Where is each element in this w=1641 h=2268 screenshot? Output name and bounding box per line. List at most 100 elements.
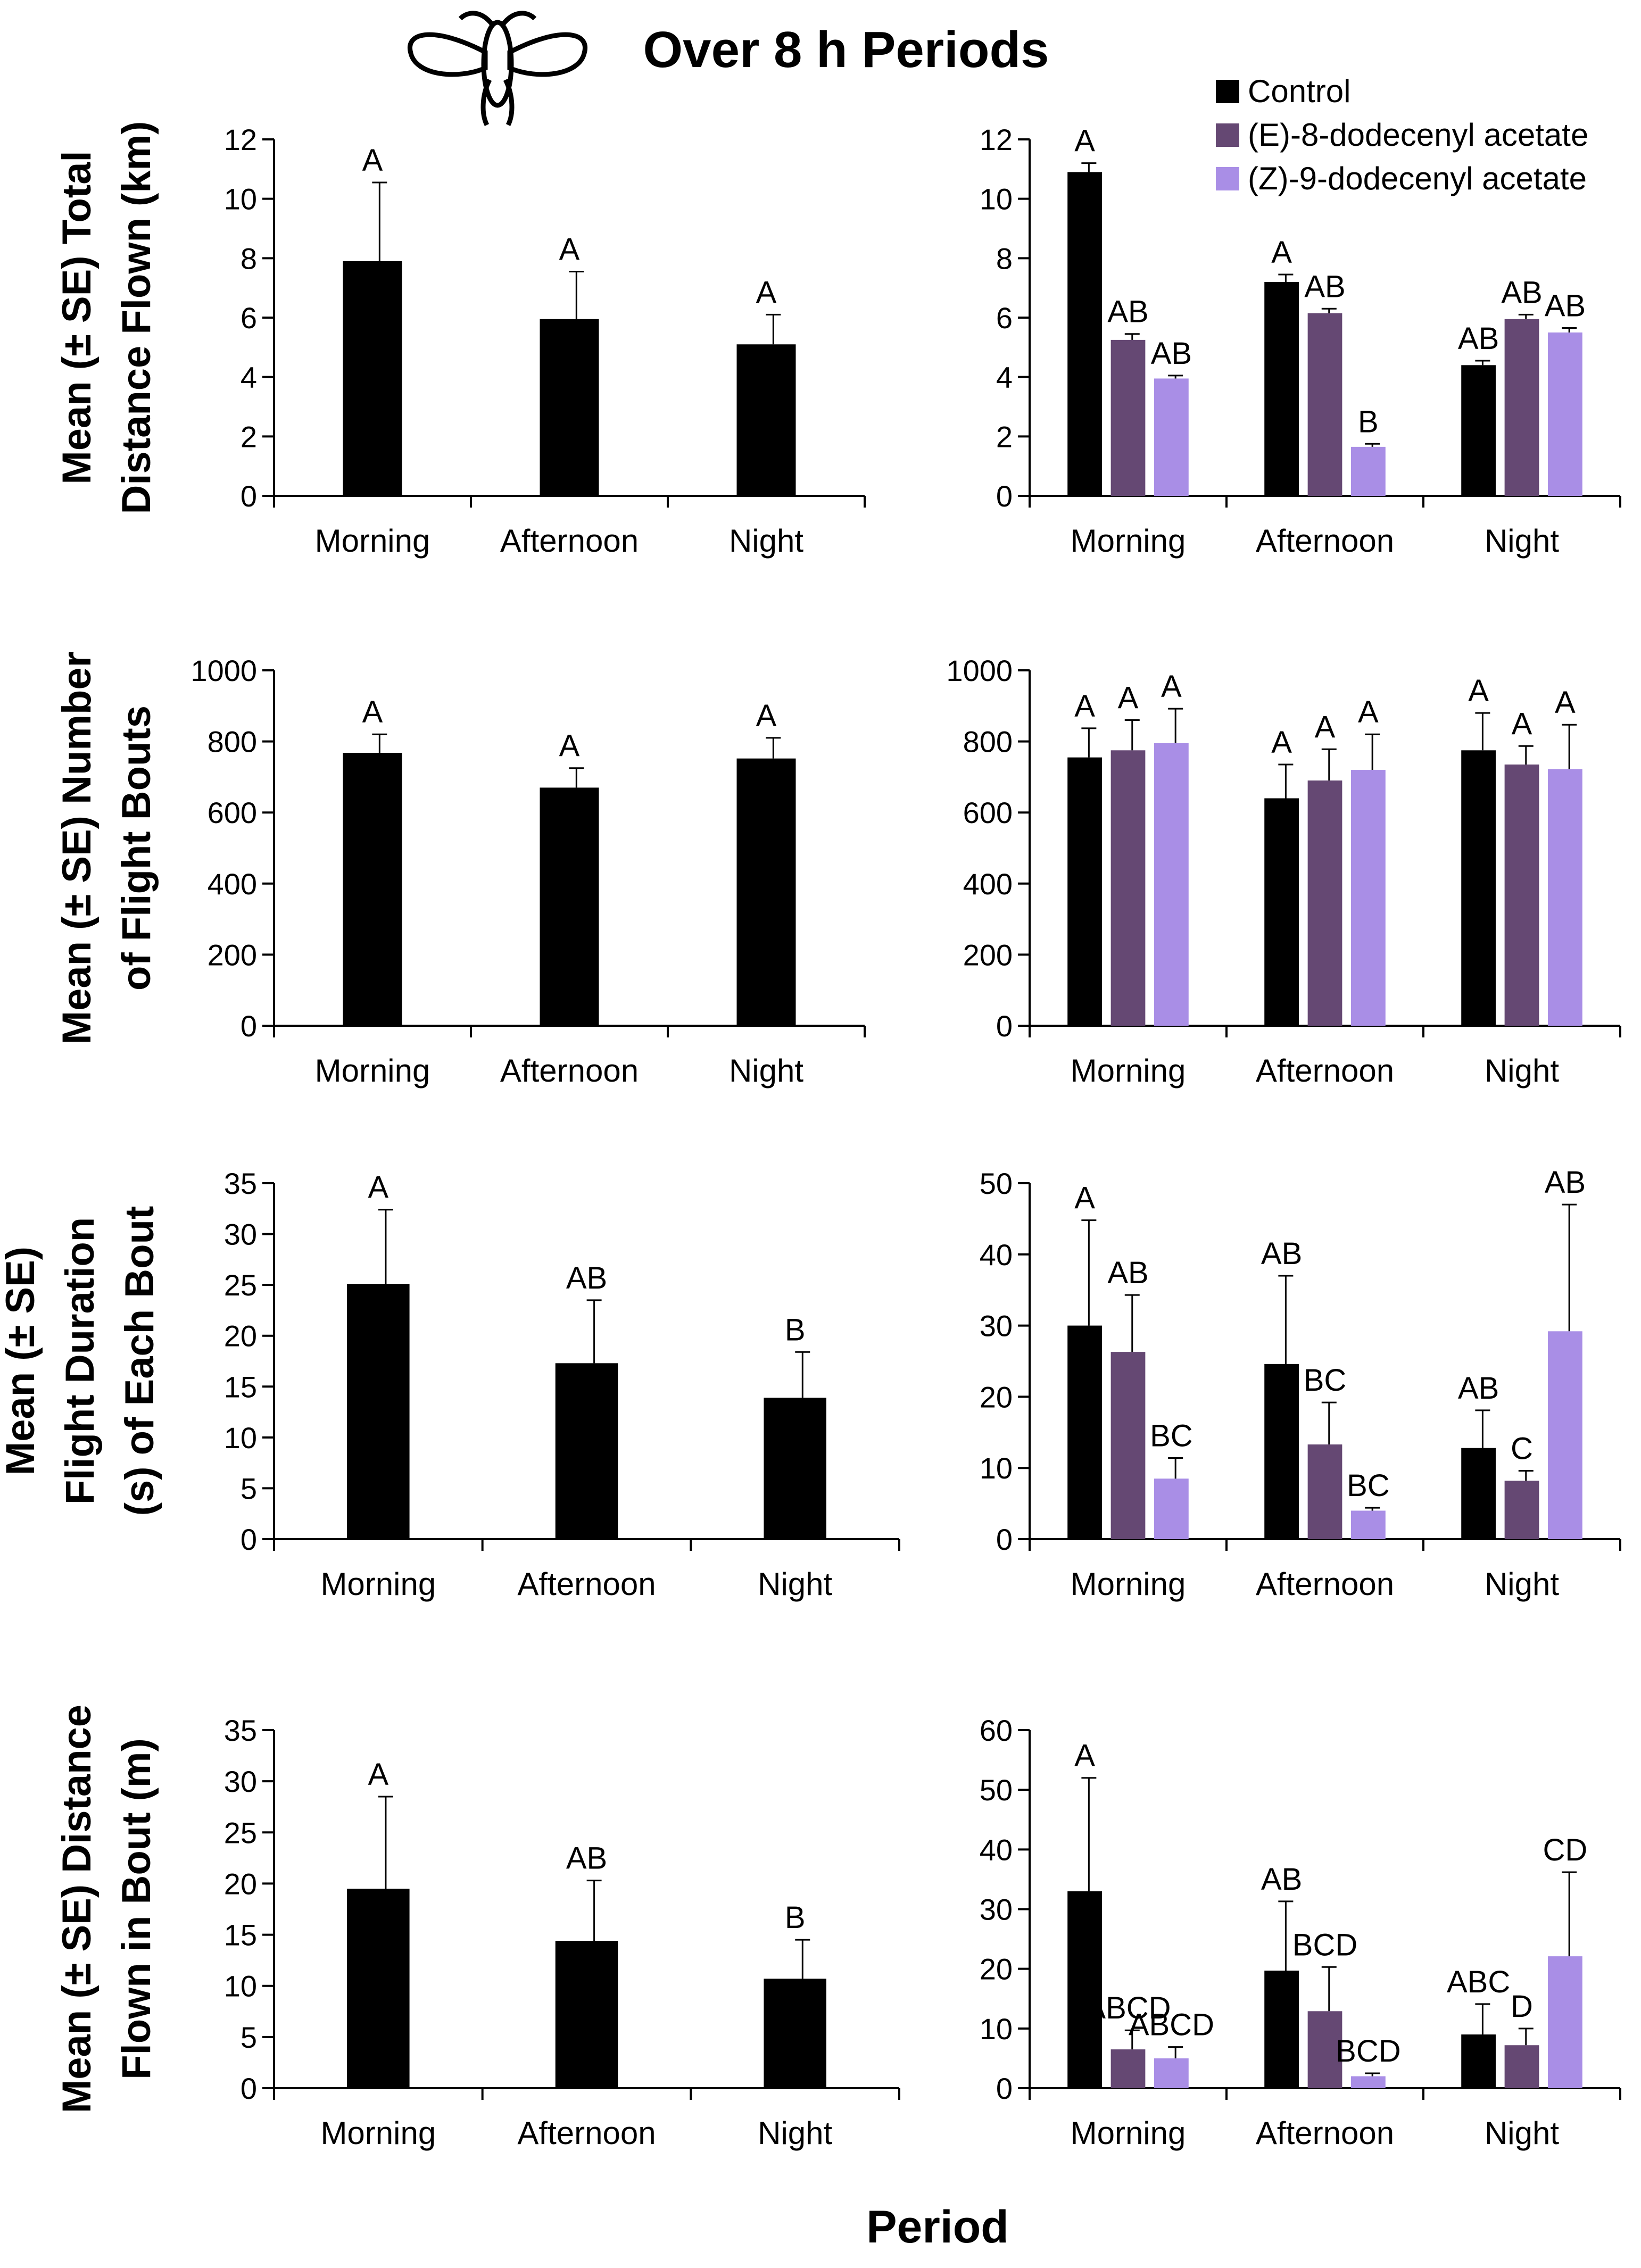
y-tick-label: 6 xyxy=(996,301,1013,335)
y-tick-label: 4 xyxy=(996,361,1013,394)
bar xyxy=(555,1363,618,1539)
significance-letter: AB xyxy=(566,1261,607,1295)
bar xyxy=(1548,1331,1582,1539)
bar xyxy=(1067,1325,1102,1539)
significance-letter: A xyxy=(756,275,777,310)
bar xyxy=(1307,780,1342,1026)
significance-letter: AB xyxy=(1501,275,1542,310)
significance-letter: BCD xyxy=(1336,2034,1400,2068)
y-tick-label: 4 xyxy=(241,361,257,394)
y-tick-label: 50 xyxy=(980,1167,1013,1200)
y-tick-label: 12 xyxy=(980,123,1013,156)
y-tick-label: 600 xyxy=(208,796,257,829)
significance-letter: A xyxy=(1271,725,1292,760)
legend-label-e8: (E)-8-dodecenyl acetate xyxy=(1248,117,1588,153)
y-tick-label: 600 xyxy=(963,796,1013,829)
significance-letter: BC xyxy=(1304,1363,1347,1398)
y-axis-label: Mean (± SE) Total Distance Flown (km) xyxy=(54,121,159,514)
y-tick-label: 800 xyxy=(208,725,257,759)
y-tick-label: 20 xyxy=(224,1867,257,1900)
y-tick-label: 20 xyxy=(980,1380,1013,1414)
legend-label-control: Control xyxy=(1248,73,1350,109)
y-axis-label-line: (s) of Each Bout xyxy=(117,1206,162,1516)
significance-letter: A xyxy=(1358,695,1379,729)
chart-bout-duration-treat: 0 10 20 30 40 50 Morning Afternoon Night A AB AB AB B… xyxy=(980,1165,1621,1602)
y-tick-label: 2 xyxy=(241,420,257,453)
y-axis-label-line: Mean (± SE) Distance xyxy=(54,1705,100,2113)
bar xyxy=(1504,319,1539,496)
bar xyxy=(1110,750,1146,1026)
x-tick-label: Night xyxy=(729,1053,803,1089)
y-axis-label: Mean (± SE) Flight Duration (s) of Each Bo… xyxy=(0,1206,162,1516)
y-tick-label: 30 xyxy=(980,1309,1013,1343)
significance-letter: AB xyxy=(1261,1236,1302,1271)
bar xyxy=(1067,1891,1102,2088)
significance-letter: AB xyxy=(1304,269,1345,304)
y-tick-label: 1000 xyxy=(190,654,257,687)
bar xyxy=(764,1398,826,1539)
chart-bout-distance: 0 5 10 15 20 25 30 35 Morning Afternoon Night A AB B M… xyxy=(54,1705,900,2151)
significance-letter: A xyxy=(1074,689,1095,724)
significance-letter: A xyxy=(1074,124,1095,159)
y-tick-label: 400 xyxy=(963,867,1013,901)
bar xyxy=(1504,765,1539,1026)
significance-letter: BCD xyxy=(1292,1928,1357,1962)
x-tick-label: Afternoon xyxy=(1256,2115,1394,2151)
significance-letter: A xyxy=(1468,674,1489,708)
significance-letter: B xyxy=(1358,404,1379,439)
y-axis-label-line: of Flight Bouts xyxy=(114,705,159,991)
bar xyxy=(1067,172,1102,496)
chart-bout-duration: 0 5 10 15 20 25 30 35 Morning Afternoon Night A AB B M… xyxy=(0,1167,900,1602)
y-tick-label: 10 xyxy=(980,182,1013,216)
y-axis-label-line: Flight Duration xyxy=(57,1217,103,1505)
y-tick-label: 25 xyxy=(224,1816,257,1849)
x-tick-label: Morning xyxy=(1071,2115,1186,2151)
chart-flight-bouts: 0 200 400 600 800 1000 Morning Afternoon Night A A… xyxy=(54,652,866,1089)
y-tick-label: 15 xyxy=(224,1918,257,1952)
significance-letter: A xyxy=(1118,681,1139,716)
significance-letter: A xyxy=(362,143,383,178)
significance-letter: A xyxy=(1315,710,1336,744)
significance-letter: A xyxy=(1512,707,1532,741)
x-tick-label: Night xyxy=(1485,523,1559,559)
bar xyxy=(1110,2049,1146,2088)
significance-letter: A xyxy=(1161,669,1182,704)
x-tick-label: Night xyxy=(1485,1566,1559,1602)
significance-letter: ABCD xyxy=(1129,2008,1214,2042)
chart-distance-total: 0 2 4 6 8 10 12 Morning Afternoon Night A A A Mean (±… xyxy=(54,121,866,559)
y-tick-label: 0 xyxy=(996,1523,1013,1556)
bar xyxy=(1110,1352,1146,1539)
significance-letter: AB xyxy=(1458,1371,1499,1406)
y-tick-label: 0 xyxy=(241,1523,257,1556)
significance-letter: BC xyxy=(1150,1418,1193,1453)
x-tick-label: Morning xyxy=(1071,1053,1186,1089)
chart-bout-distance-treat: 0 10 20 30 40 50 60 Morning Afternoon Night A AB ABC… xyxy=(980,1714,1621,2151)
bar xyxy=(1351,446,1386,496)
y-tick-label: 35 xyxy=(224,1714,257,1747)
y-tick-label: 30 xyxy=(224,1765,257,1798)
y-tick-label: 1000 xyxy=(946,654,1013,687)
x-tick-label: Afternoon xyxy=(500,1053,639,1089)
y-tick-label: 0 xyxy=(241,2072,257,2105)
x-tick-label: Night xyxy=(1485,2115,1559,2151)
legend: Control (E)-8-dodecenyl acetate (Z)-9-do… xyxy=(1216,73,1588,196)
y-tick-label: 800 xyxy=(963,725,1013,759)
significance-letter: A xyxy=(368,1170,388,1205)
bar xyxy=(1548,1956,1582,2088)
y-tick-label: 60 xyxy=(980,1714,1013,1747)
bar xyxy=(555,1941,618,2088)
legend-label-z9: (Z)-9-dodecenyl acetate xyxy=(1248,161,1587,196)
y-tick-label: 40 xyxy=(980,1238,1013,1272)
significance-letter: A xyxy=(559,729,580,763)
y-axis-label-line: Distance Flown (km) xyxy=(114,121,159,514)
y-tick-label: 0 xyxy=(241,479,257,513)
y-tick-label: 15 xyxy=(224,1370,257,1403)
significance-letter: A xyxy=(1074,1181,1095,1216)
bar xyxy=(1307,313,1342,496)
x-tick-label: Afternoon xyxy=(500,523,639,559)
y-tick-label: 8 xyxy=(241,242,257,275)
bar xyxy=(1351,2076,1386,2088)
x-tick-label: Afternoon xyxy=(1256,1053,1394,1089)
significance-letter: ABC xyxy=(1447,1965,1510,1999)
